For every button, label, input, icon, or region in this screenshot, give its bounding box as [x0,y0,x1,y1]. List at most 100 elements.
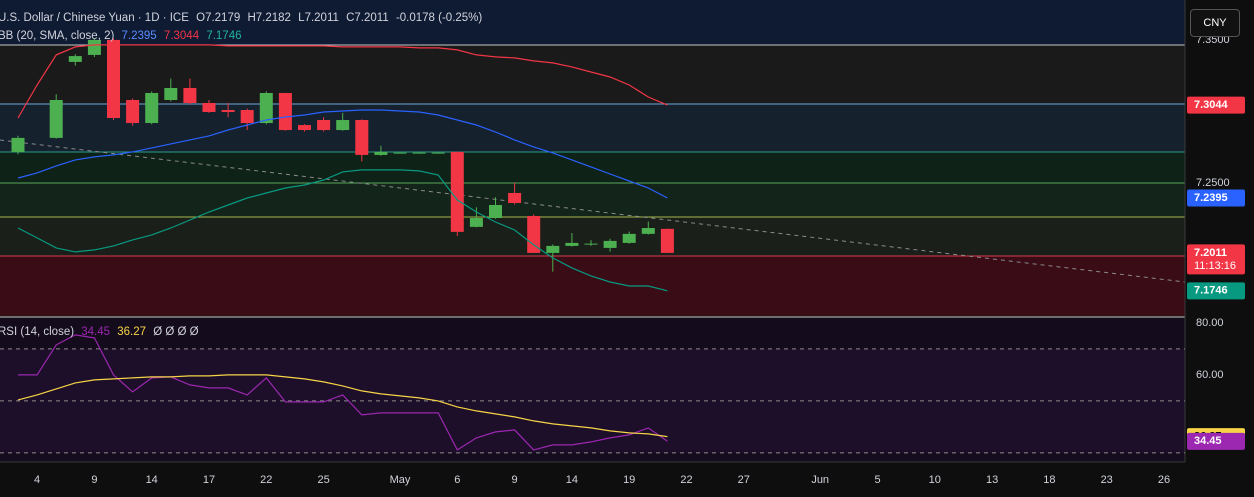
y-tick-label: 7.2500 [1196,177,1230,189]
x-tick-label: 6 [454,474,460,486]
time-axis [0,462,1185,497]
x-tick-label: 25 [317,474,329,486]
candle-body [278,92,292,131]
x-tick-label: 27 [738,474,750,486]
x-tick-label: 14 [566,474,578,486]
indicator-line [17,374,668,438]
indicator-line [17,109,668,199]
candle-body [68,56,82,62]
candle-body [431,152,445,154]
candle-body [107,39,120,119]
candle-body [317,120,331,131]
ohlc-value: 7.2182 [255,12,291,24]
x-tick-label: 23 [1101,474,1113,486]
indicator-line [18,334,668,451]
x-tick-label: 17 [203,474,215,486]
candle-body [374,151,388,155]
legend-value: 34.45 [81,326,111,338]
indicator-name: BB (20, SMA, close, 2) [0,30,115,42]
candle-body [145,92,159,124]
candle-body [489,204,502,219]
x-tick-label: 9 [91,474,97,486]
candle-body [412,152,426,154]
indicator-line [17,44,668,119]
candle-body [660,228,674,253]
countdown: 11:13:16 [1194,260,1236,272]
ohlc-value: 7.2179 [205,12,241,24]
price-tag-label: 34.45 [1194,435,1222,447]
price-tag-label: 7.3044 [1194,99,1229,111]
candle-body [469,218,483,227]
legend-value: 36.27 [117,326,147,338]
x-tick-label: 19 [623,474,635,486]
ohlc-key: H [247,12,256,24]
ohlc-key: L [298,12,305,24]
candle-body [298,125,311,131]
candle-body [336,120,350,131]
zone [0,217,1185,256]
candle-body [126,99,140,124]
zone [0,256,1185,316]
rsi-legend: RSI (14, close) 34.45 36.27 Ø Ø Ø Ø [0,326,203,338]
candle-body [527,216,541,253]
x-tick-label: 18 [1043,474,1055,486]
candle-body [164,87,178,100]
candle-body [450,151,464,232]
price-tag [1187,189,1245,207]
x-tick-label: May [390,474,411,486]
bb-legend: BB (20, SMA, close, 2) 7.2395 7.3044 7.1… [0,30,246,42]
price-tag-label: 7.1746 [1194,285,1228,297]
ohlc-value: 7.2011 [304,12,339,24]
change: -0.0178 (-0.25%) [395,12,483,24]
candle-body [49,99,63,138]
candle-body [87,39,101,55]
x-tick-label: 22 [260,474,272,486]
candle-body [508,192,522,203]
ohlc-value: 7.2011 [354,12,389,24]
price-tag [1187,244,1245,275]
x-tick-label: 13 [986,474,998,486]
marks: 7.35007.25007.30447.23957.17467.201111:1… [0,34,1245,486]
zone [0,45,1185,104]
price-tag [1187,282,1245,300]
indicator-name: RSI (14, close) [0,326,75,338]
x-tick-label: 4 [34,474,40,486]
ohlc-key: C [346,12,355,24]
candle-body [355,120,369,155]
symbol-legend: U.S. Dollar / Chinese Yuan · 1D · ICE O7… [0,12,486,24]
candle-body [546,245,560,253]
x-tick-label: 5 [874,474,880,486]
indicator-extra: Ø Ø Ø Ø [153,326,199,338]
candle-body [259,92,273,124]
x-tick-label: 22 [680,474,692,486]
x-tick-label: 26 [1158,474,1170,486]
legend-value: 7.2395 [121,30,157,42]
candle-body [393,152,407,154]
candle-body [202,102,216,113]
price-tag [1187,432,1245,450]
x-tick-label: Jun [811,474,829,486]
candle-body [11,137,25,152]
y-tick-label: 80.00 [1196,317,1224,329]
trend-line [0,139,1186,283]
ohlc-key: O [196,12,206,24]
indicator-line [17,169,668,292]
price-tag-label: 7.2011 [1194,247,1227,259]
symbol-title: U.S. Dollar / Chinese Yuan · 1D · ICE [0,12,189,24]
candle-body [603,240,617,248]
price-tag-label: 7.2395 [1194,192,1228,204]
candle-body [183,87,197,103]
currency-button[interactable]: CNY [1190,9,1240,37]
candle-body [622,233,636,243]
candle-body [641,228,655,234]
x-tick-label: 14 [146,474,158,486]
candle-body [240,110,254,124]
candle-body [221,110,235,113]
x-tick-label: 10 [929,474,941,486]
x-tick-label: 9 [512,474,518,486]
price-tag [1187,96,1245,114]
candle-body [584,243,598,245]
zone [0,183,1185,217]
